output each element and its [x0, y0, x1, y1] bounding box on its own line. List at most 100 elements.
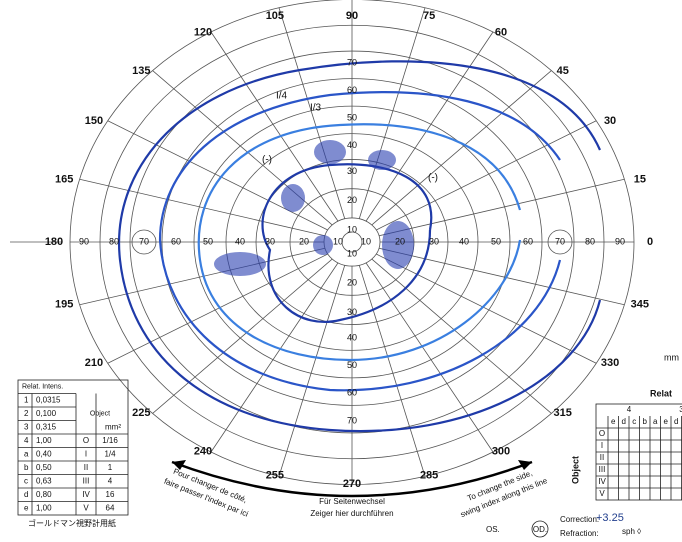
- row: I: [601, 441, 603, 450]
- eye-od: OD.: [533, 525, 547, 534]
- table-header: Relat. Intens.: [22, 384, 63, 391]
- eccentricity-label: 10: [361, 236, 371, 246]
- eccentricity-label: 70: [139, 236, 149, 246]
- meridian-label: 90: [346, 10, 358, 22]
- eccentricity-label: 30: [265, 236, 275, 246]
- eccentricity-label: 10: [333, 236, 343, 246]
- eccentricity-label: 10: [347, 248, 357, 258]
- meridian: [79, 247, 326, 306]
- table-cell: 0,50: [36, 463, 52, 472]
- column: d: [674, 417, 678, 426]
- meridian-label: 135: [132, 65, 150, 77]
- sph: sph ◊: [622, 527, 641, 536]
- meridian: [278, 7, 346, 219]
- eye-od-circle: [531, 520, 549, 538]
- meridian-label: 210: [85, 357, 103, 369]
- table-cell: c: [24, 476, 28, 485]
- meridian: [107, 253, 328, 364]
- table-cell: 0,100: [36, 409, 57, 418]
- note: (-): [262, 155, 272, 166]
- meridian: [152, 70, 333, 226]
- meridian: [278, 265, 346, 477]
- fixation: [341, 231, 363, 253]
- meridian: [210, 31, 339, 222]
- eccentricity-label: 20: [347, 278, 357, 288]
- meridian-label: 345: [631, 299, 649, 311]
- meridian-label: 255: [266, 470, 284, 482]
- eccentricity-label: 40: [235, 236, 245, 246]
- eccentricity-label: 20: [395, 236, 405, 246]
- table-header: Object: [90, 411, 110, 418]
- eccentricity-label: 40: [347, 333, 357, 343]
- side-change-arc: [171, 460, 533, 498]
- group: 3: [679, 405, 682, 414]
- eccentricity-label: 10: [347, 224, 357, 234]
- side-change-de: Zeiger hier durchführen: [310, 509, 393, 518]
- meridian-label: 15: [634, 173, 646, 185]
- blind-spot-marker: [547, 229, 573, 255]
- relat: Relat: [650, 388, 672, 398]
- table-cell: 4: [108, 476, 113, 485]
- eccentricity-label: 20: [299, 236, 309, 246]
- group: 4: [627, 405, 632, 414]
- column: e: [611, 417, 616, 426]
- meridian-label: 120: [194, 26, 212, 38]
- eccentricity-label: 90: [615, 236, 625, 246]
- table-cell: 1,00: [36, 436, 52, 445]
- correction-value: +3.25: [596, 512, 624, 524]
- right-panel: mmRelat43edcbaedcbOIIIIIIIVVObjectCorrec…: [560, 352, 682, 538]
- table-cell: 1: [24, 395, 29, 404]
- table-cell: 0,63: [36, 476, 52, 485]
- eccentricity-label: 30: [347, 166, 357, 176]
- meridian: [376, 253, 597, 364]
- row: II: [600, 453, 604, 462]
- table-cell: 0,40: [36, 449, 52, 458]
- meridian-label: 225: [132, 407, 150, 419]
- note: I/4: [276, 91, 288, 102]
- eccentricity-label: 20: [347, 195, 357, 205]
- eccentricity-label: 50: [491, 236, 501, 246]
- meridian: [152, 258, 333, 414]
- eccentricity-label: 90: [79, 236, 89, 246]
- polar-grid: [69, 0, 635, 485]
- eye-os: OS.: [486, 525, 500, 534]
- row: O: [599, 429, 605, 438]
- meridian-label: 0: [647, 236, 653, 248]
- object: Object: [570, 456, 580, 484]
- row: III: [599, 465, 606, 474]
- meridian-label: 45: [557, 65, 569, 77]
- meridian-label: 60: [495, 26, 507, 38]
- eccentricity-label: 80: [109, 236, 119, 246]
- eccentricity-label: 60: [347, 388, 357, 398]
- table-cell: 1: [108, 463, 113, 472]
- meridian: [378, 247, 625, 306]
- meridian: [371, 258, 552, 414]
- table-cell: 64: [106, 503, 115, 512]
- meridian-label: 285: [420, 470, 438, 482]
- table-cell: O: [83, 436, 89, 445]
- meridian-label: 330: [601, 357, 619, 369]
- column: b: [643, 417, 648, 426]
- table-cell: e: [24, 503, 29, 512]
- intensity-table: Relat. Intens. Object mm² 1 0,0315 2 0,100 3 0,3…: [17, 379, 129, 516]
- column: d: [622, 417, 626, 426]
- eccentricity-label: 50: [347, 360, 357, 370]
- meridian-label: 195: [55, 299, 73, 311]
- meridian-label: 150: [85, 115, 103, 127]
- table-cell: 0,0315: [36, 395, 61, 404]
- table-cell: 0,315: [36, 422, 57, 431]
- table-cell: 2: [24, 409, 29, 418]
- unit: mm: [664, 352, 679, 362]
- meridian-label: 300: [492, 445, 510, 457]
- table-cell: I: [85, 449, 87, 458]
- meridian: [358, 7, 426, 219]
- eccentricity-label: 60: [347, 85, 357, 95]
- meridian: [79, 178, 326, 237]
- refraction: Refraction:: [560, 529, 599, 538]
- table-cell: 1/4: [104, 449, 116, 458]
- table-cell: d: [24, 490, 28, 499]
- meridian-label: 30: [604, 115, 616, 127]
- column: a: [653, 417, 658, 426]
- eccentricity-label: 30: [429, 236, 439, 246]
- note: (-): [428, 173, 438, 184]
